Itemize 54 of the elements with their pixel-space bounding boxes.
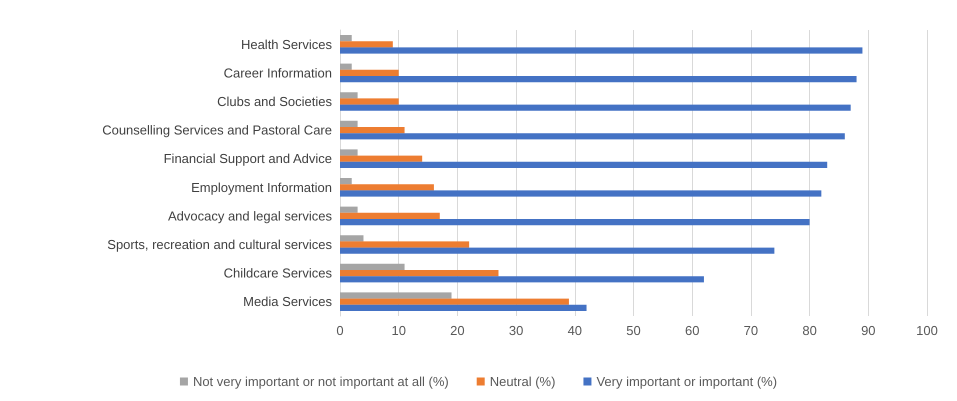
y-tick-label: Advocacy and legal services bbox=[168, 208, 332, 224]
bar bbox=[340, 241, 470, 248]
x-tick-label: 30 bbox=[508, 323, 524, 338]
x-tick-label: 20 bbox=[450, 323, 465, 338]
legend-label: Neutral (%) bbox=[490, 374, 556, 389]
y-tick-label: Counselling Services and Pastoral Care bbox=[102, 122, 332, 138]
x-tick-label: 60 bbox=[684, 323, 700, 338]
x-tick-label: 0 bbox=[336, 323, 344, 338]
y-tick-label: Sports, recreation and cultural services bbox=[107, 237, 332, 252]
y-tick-label: Employment Information bbox=[191, 180, 332, 195]
bar bbox=[340, 206, 358, 213]
x-tick-label: 50 bbox=[626, 323, 641, 338]
y-tick-label: Health Services bbox=[240, 36, 332, 52]
bar bbox=[340, 35, 352, 42]
bar bbox=[340, 76, 857, 82]
bar bbox=[340, 64, 352, 70]
legend-label: Not very important or not important at all (%) bbox=[192, 374, 449, 389]
bar bbox=[340, 162, 828, 168]
x-tick-label: 10 bbox=[391, 323, 406, 338]
y-tick-label: Media Services bbox=[243, 294, 332, 310]
bar bbox=[340, 41, 393, 48]
bar bbox=[340, 264, 405, 270]
bar bbox=[340, 120, 358, 127]
x-tick-label: 100 bbox=[916, 323, 938, 338]
bar bbox=[340, 270, 498, 276]
y-tick-label: Clubs and Societies bbox=[217, 94, 332, 109]
bar bbox=[340, 276, 704, 282]
x-tick-label: 70 bbox=[744, 323, 758, 338]
bar bbox=[340, 292, 452, 299]
legend-label: Very important or important (%) bbox=[596, 374, 778, 389]
bar bbox=[340, 212, 440, 219]
y-tick-label: Financial Support and Advice bbox=[164, 151, 332, 166]
bar bbox=[340, 70, 399, 76]
bar bbox=[340, 98, 399, 105]
x-tick-label: 40 bbox=[568, 323, 582, 338]
bar bbox=[340, 104, 851, 111]
y-tick-label: Childcare Services bbox=[224, 266, 332, 281]
bar bbox=[340, 298, 569, 305]
bar bbox=[340, 184, 434, 190]
x-tick-label: 80 bbox=[802, 323, 817, 338]
bar bbox=[340, 178, 352, 184]
x-tick-label: 90 bbox=[861, 323, 876, 338]
bar bbox=[340, 190, 822, 197]
bar bbox=[340, 149, 358, 156]
bar bbox=[340, 47, 862, 54]
bar bbox=[340, 133, 845, 140]
bar bbox=[340, 219, 810, 226]
bar bbox=[340, 127, 405, 134]
bar bbox=[340, 156, 422, 162]
bar bbox=[340, 304, 587, 311]
bar bbox=[340, 248, 774, 254]
bar bbox=[340, 92, 358, 98]
y-tick-label: Career Information bbox=[224, 65, 332, 80]
bar bbox=[340, 235, 364, 242]
